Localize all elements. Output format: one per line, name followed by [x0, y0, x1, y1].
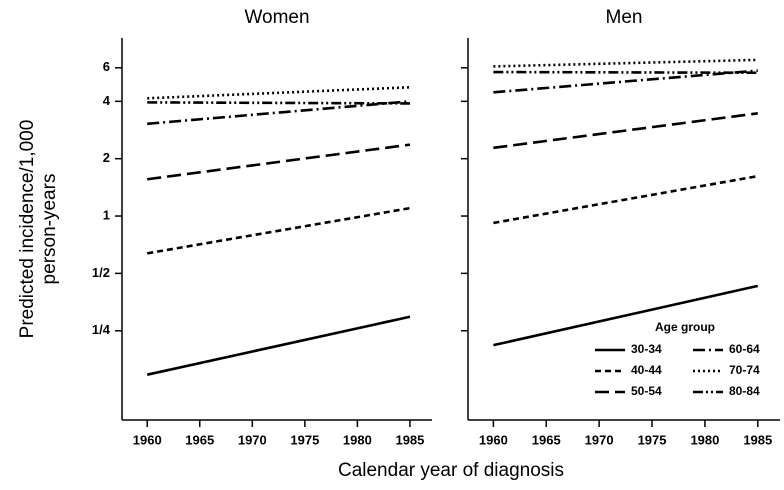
legend-label: 60-64 [729, 342, 760, 356]
x-tick-label: 1960 [479, 432, 508, 447]
x-tick-label: 1970 [585, 432, 614, 447]
series-line [493, 58, 758, 68]
x-axis-label: Calendar year of diagnosis [338, 460, 564, 481]
legend-label: 70-74 [729, 363, 760, 377]
legend-label: 40-44 [631, 363, 662, 377]
legend-label: 50-54 [631, 384, 662, 398]
y-tick-label: 1/4 [92, 322, 111, 337]
x-tick-label: 1985 [395, 432, 424, 447]
x-tick-label: 1985 [743, 432, 772, 447]
series-line [146, 315, 411, 376]
panel-title: Women [244, 7, 309, 28]
series-line [147, 100, 411, 126]
x-tick-label: 1970 [238, 432, 267, 447]
y-axis-label: Predicted incidence/1,000 person-years [17, 120, 60, 339]
x-tick-label: 1975 [638, 432, 667, 447]
y-tick-label: 4 [103, 93, 111, 108]
x-tick-label: 1965 [185, 432, 214, 447]
series-line [493, 174, 759, 225]
y-tick-label: 6 [103, 59, 110, 74]
x-tick-label: 1965 [532, 432, 561, 447]
y-axis-label-line: person-years [39, 174, 60, 285]
legend-label: 80-84 [729, 384, 760, 398]
y-axis-label-line: Predicted incidence/1,000 [17, 120, 38, 339]
panel-title: Men [606, 7, 643, 28]
series-line [493, 284, 759, 347]
y-tick-label: 1 [103, 207, 110, 222]
x-tick-label: 1980 [343, 432, 372, 447]
legend-title: Age group [655, 320, 715, 334]
series-line [493, 70, 758, 75]
series-line [493, 69, 758, 94]
y-tick-label: 2 [103, 150, 110, 165]
series-line [147, 143, 411, 181]
x-tick-label: 1980 [690, 432, 719, 447]
series-line [146, 206, 411, 255]
legend-label: 30-34 [631, 342, 662, 356]
x-tick-label: 1975 [290, 432, 319, 447]
series-line [147, 101, 410, 105]
series-line [493, 112, 758, 150]
y-tick-label: 1/2 [92, 265, 110, 280]
x-tick-label: 1960 [133, 432, 162, 447]
series-line [147, 85, 410, 100]
